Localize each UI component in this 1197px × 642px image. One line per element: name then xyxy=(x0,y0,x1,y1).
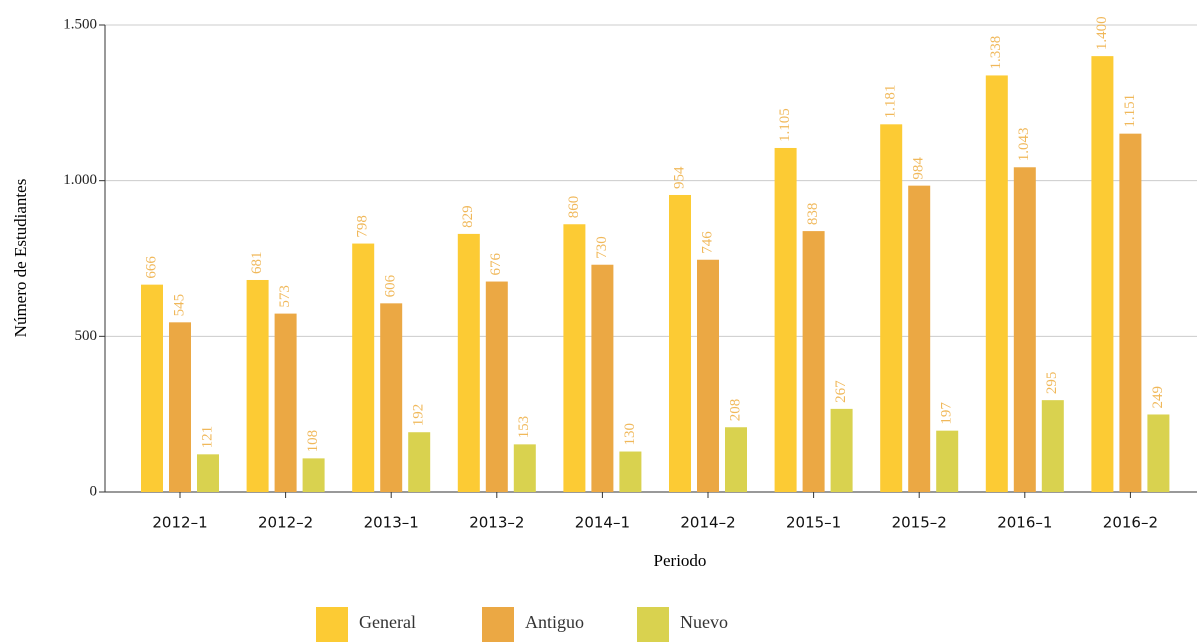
x-axis-title: Periodo xyxy=(654,551,707,570)
y-tick-label: 1.500 xyxy=(63,16,97,32)
data-label: 545 xyxy=(171,294,187,317)
data-label: 1.043 xyxy=(1016,128,1032,162)
x-tick-label: 2016–1 xyxy=(997,514,1052,532)
data-label: 666 xyxy=(143,256,159,279)
bar xyxy=(697,259,719,492)
x-tick-label: 2015–2 xyxy=(892,514,947,532)
bar xyxy=(1041,400,1064,492)
bar xyxy=(302,458,325,492)
data-label: 192 xyxy=(411,404,427,427)
bar xyxy=(457,233,480,492)
legend-swatch xyxy=(482,607,514,642)
x-tick-label: 2013–1 xyxy=(364,514,419,532)
data-label: 197 xyxy=(939,402,955,425)
x-tick-label: 2016–2 xyxy=(1103,514,1158,532)
data-label: 130 xyxy=(622,423,638,446)
bar xyxy=(619,451,642,492)
data-label: 267 xyxy=(833,380,849,403)
bar xyxy=(669,194,691,492)
bar xyxy=(774,147,797,492)
data-label: 153 xyxy=(516,416,532,439)
data-label: 1.151 xyxy=(1122,94,1138,128)
data-label: 249 xyxy=(1150,386,1166,409)
bar xyxy=(830,408,853,492)
data-label: 829 xyxy=(460,205,476,228)
x-tick-label: 2014–1 xyxy=(575,514,630,532)
legend-swatch xyxy=(637,607,669,642)
data-label: 1.105 xyxy=(777,108,793,142)
x-tick-label: 2014–2 xyxy=(680,514,735,532)
data-label: 746 xyxy=(699,231,715,254)
bar xyxy=(485,281,508,492)
bar xyxy=(985,75,1008,492)
bar xyxy=(880,124,903,492)
bar xyxy=(1013,167,1036,492)
data-label: 295 xyxy=(1044,372,1060,395)
legend-label: Nuevo xyxy=(680,612,728,632)
bar xyxy=(802,231,825,492)
bar xyxy=(725,427,747,492)
bar xyxy=(936,430,959,492)
data-label: 954 xyxy=(671,166,687,189)
data-label: 121 xyxy=(199,426,215,449)
data-label: 1.338 xyxy=(988,36,1004,70)
data-label: 606 xyxy=(383,274,399,297)
data-label: 860 xyxy=(566,196,582,219)
x-tick-label: 2012–1 xyxy=(152,514,207,532)
data-label: 730 xyxy=(594,236,610,259)
bar xyxy=(908,185,931,492)
data-label: 1.400 xyxy=(1094,16,1110,50)
data-label: 208 xyxy=(727,399,743,422)
bar xyxy=(1091,56,1114,493)
bar xyxy=(169,322,191,492)
bar xyxy=(563,224,586,492)
legend-swatch xyxy=(316,607,348,642)
bar xyxy=(1119,133,1142,492)
bar xyxy=(197,454,219,492)
bar xyxy=(513,444,536,492)
y-tick-label: 1.000 xyxy=(63,172,97,188)
bar xyxy=(1147,414,1170,492)
data-label: 573 xyxy=(277,285,293,308)
legend-label: General xyxy=(359,612,416,632)
bar xyxy=(246,279,269,492)
data-label: 108 xyxy=(305,430,321,453)
legend-label: Antiguo xyxy=(525,612,584,632)
bar xyxy=(591,264,614,492)
data-label: 798 xyxy=(355,215,371,238)
x-tick-label: 2015–1 xyxy=(786,514,841,532)
bar xyxy=(408,432,431,492)
bar xyxy=(380,303,403,492)
y-tick-label: 500 xyxy=(75,328,98,344)
x-tick-label: 2012–2 xyxy=(258,514,313,532)
x-tick-label: 2013–2 xyxy=(469,514,524,532)
data-label: 838 xyxy=(805,203,821,226)
data-label: 676 xyxy=(488,253,504,276)
bar xyxy=(352,243,375,492)
y-axis-title: Número de Estudiantes xyxy=(11,179,30,338)
bar xyxy=(141,284,163,492)
bar xyxy=(274,313,297,492)
y-tick-label: 0 xyxy=(90,483,98,499)
data-label: 1.181 xyxy=(883,85,899,119)
data-label: 681 xyxy=(249,251,265,274)
data-label: 984 xyxy=(911,157,927,180)
